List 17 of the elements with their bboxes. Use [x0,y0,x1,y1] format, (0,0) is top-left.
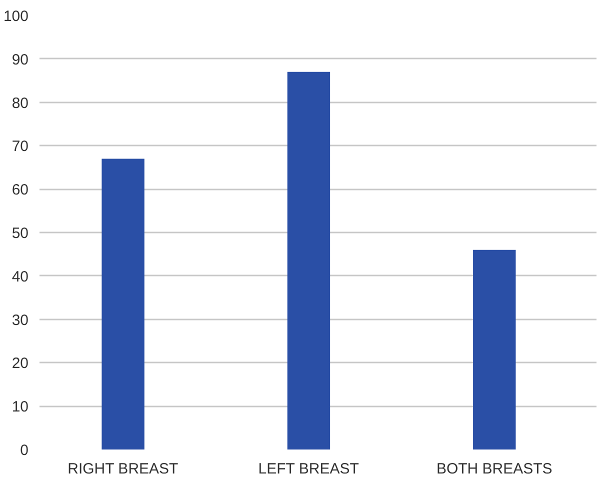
bar [102,158,144,450]
x-tick-label: RIGHT BREAST [68,460,178,478]
y-tick-label: 80 [12,94,29,112]
y-tick-label: 60 [12,182,29,199]
y-tick-label: 0 [20,442,28,459]
x-tick-label: LEFT BREAST [258,460,359,478]
y-tick-label: 30 [12,312,29,329]
y-tick-label: 50 [12,225,29,242]
y-tick-label: 90 [12,51,29,68]
y-tick-label: 10 [12,398,29,416]
y-tick-label: 40 [12,268,29,286]
bar [473,250,516,450]
y-tick-label: 70 [12,138,29,156]
x-tick-label: BOTH BREASTS [436,460,552,478]
y-tick-label: 20 [12,355,29,372]
y-tick-label: 100 [3,8,29,25]
bar [287,72,330,450]
